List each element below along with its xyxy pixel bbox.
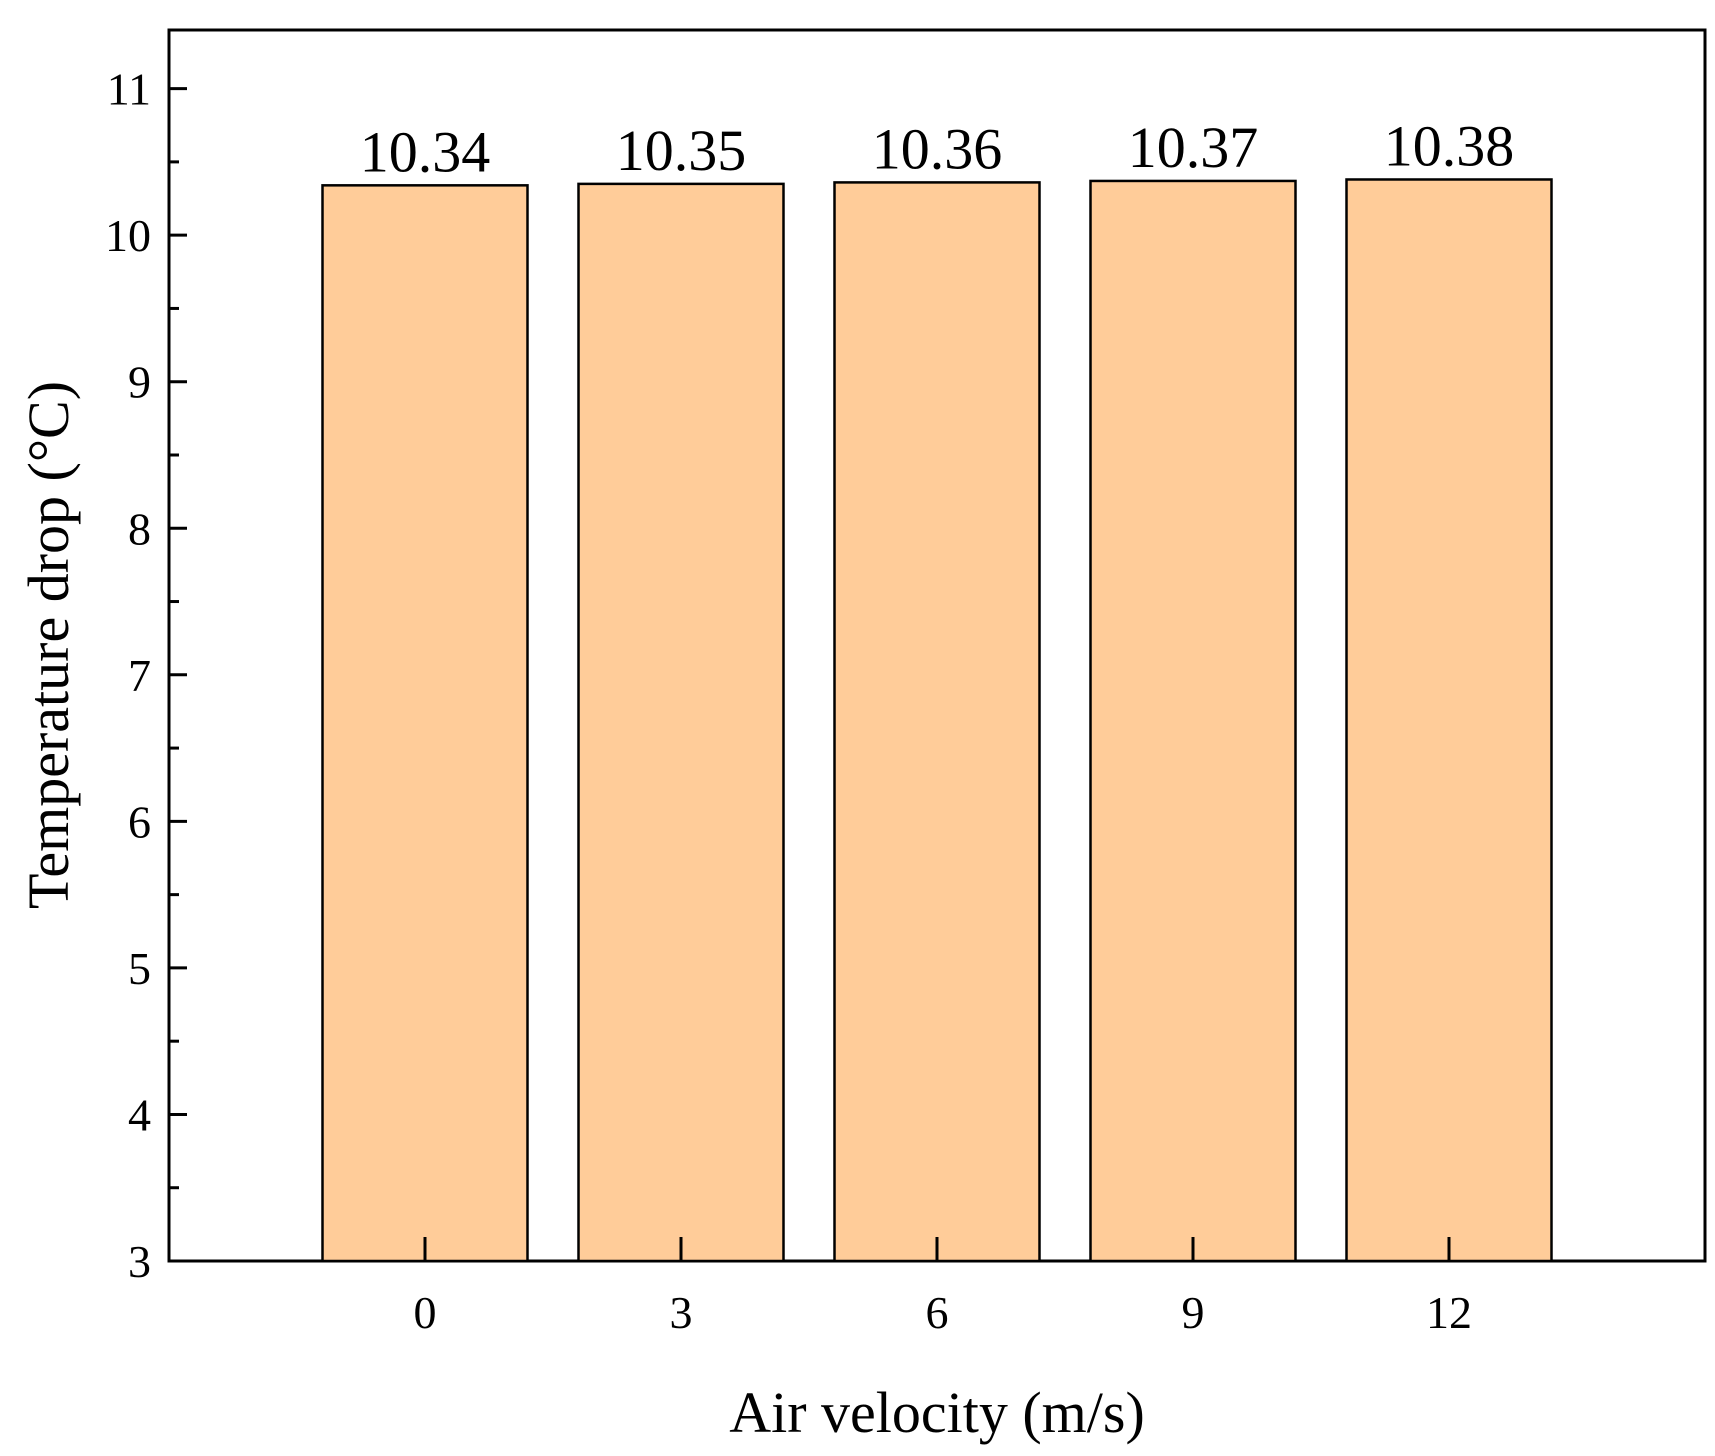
y-tick-label: 3 <box>128 1236 151 1287</box>
bar-value-label: 10.34 <box>360 119 491 184</box>
bar <box>1089 179 1297 1263</box>
y-tick-label: 6 <box>128 796 151 847</box>
x-tick-label: 0 <box>414 1287 437 1338</box>
bar <box>1345 178 1553 1263</box>
x-tick-label: 12 <box>1426 1287 1472 1338</box>
x-tick-label: 9 <box>1182 1287 1205 1338</box>
x-tick-label: 3 <box>670 1287 693 1338</box>
bar <box>577 182 785 1263</box>
y-tick-label: 4 <box>128 1089 151 1140</box>
bar-value-label: 10.38 <box>1384 113 1515 178</box>
y-tick-label: 11 <box>107 64 151 115</box>
bar <box>321 184 529 1263</box>
bar-value-label: 10.35 <box>616 118 747 183</box>
y-tick-label: 5 <box>128 943 151 994</box>
y-tick-label: 10 <box>105 210 151 261</box>
x-tick-label: 6 <box>926 1287 949 1338</box>
x-axis-title: Air velocity (m/s) <box>729 1380 1145 1445</box>
bar-value-label: 10.36 <box>872 116 1003 181</box>
bar <box>833 181 1041 1263</box>
y-axis-title: Temperature drop (°C) <box>16 381 81 909</box>
bars: 10.34 10.35 10.36 10.37 10.38 <box>321 113 1553 1263</box>
x-axis: 0 3 6 9 12 <box>414 1237 1472 1338</box>
bar-value-label: 10.37 <box>1128 115 1259 180</box>
y-axis: 3 4 5 6 7 8 9 10 11 <box>105 64 187 1287</box>
y-tick-label: 8 <box>128 503 151 554</box>
y-tick-label: 7 <box>128 650 151 701</box>
y-tick-label: 9 <box>128 357 151 408</box>
